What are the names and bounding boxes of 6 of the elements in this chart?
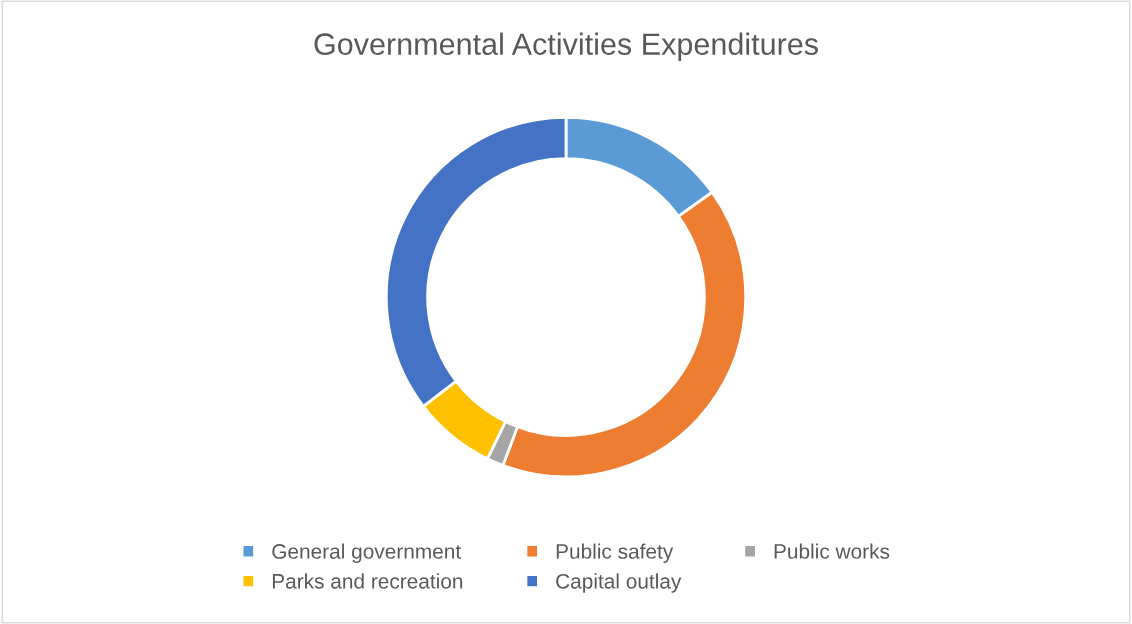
- chart-title: Governmental Activities Expenditures: [314, 32, 818, 62]
- legend-label: Capital outlay: [556, 573, 682, 593]
- legend-label: General government: [272, 543, 461, 563]
- legend-label: Public safety: [556, 543, 674, 563]
- legend-label: Public works: [774, 543, 890, 559]
- legend-label: Parks and recreation: [272, 573, 463, 589]
